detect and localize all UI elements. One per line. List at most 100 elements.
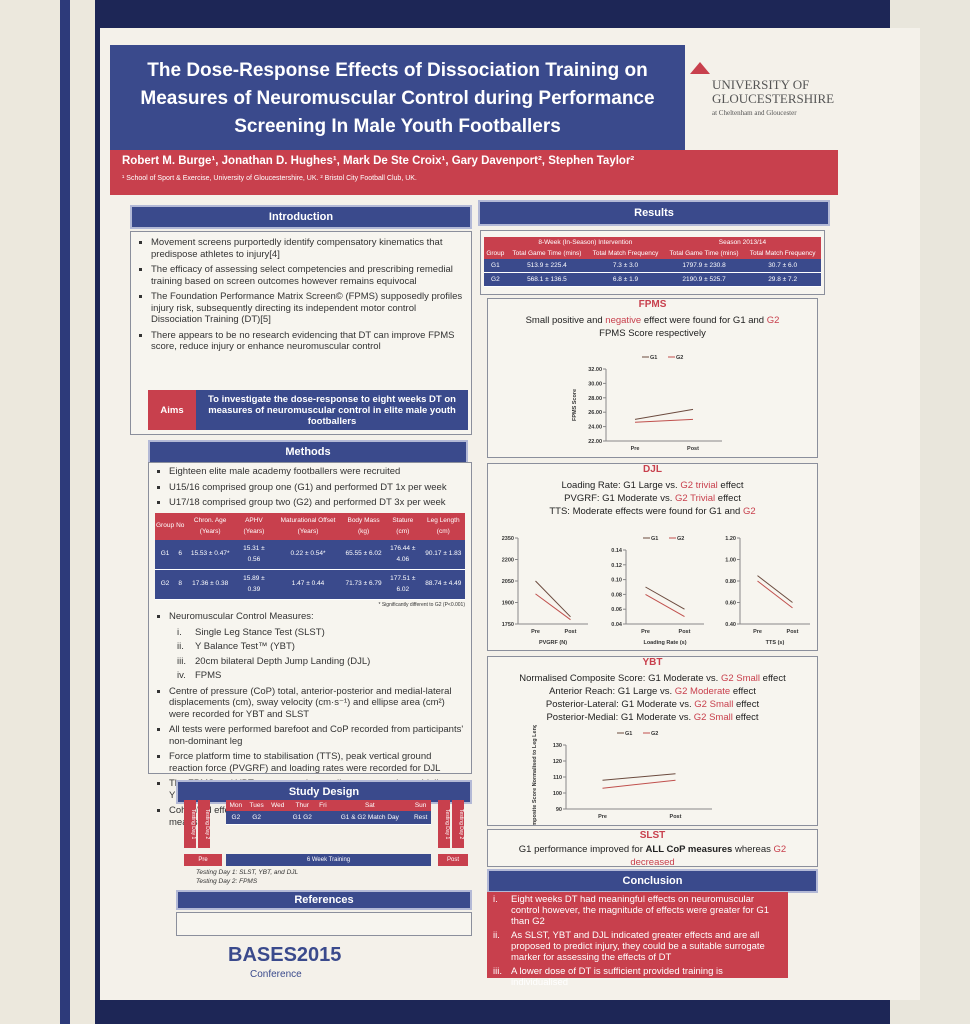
legend-label: G1	[625, 731, 632, 737]
table-cell: G2	[155, 569, 176, 600]
logo: UNIVERSITY OF GLOUCESTERSHIRE at Chelten…	[712, 78, 834, 120]
x-axis-label: PVGRF (N)	[539, 640, 567, 646]
table-grid: Group No Chron. Age (Years) APHV (Years) Mat…	[155, 512, 465, 600]
logo-line: UNIVERSITY OF	[712, 77, 810, 92]
series-line	[757, 580, 793, 609]
table-header: Fri	[316, 800, 330, 811]
text-segment: G2 Trivial	[675, 493, 716, 504]
panel-heading: DJL	[643, 464, 662, 475]
x-tick-label: Post	[787, 629, 799, 635]
text-segment: effect	[732, 712, 759, 723]
legend-label: G2	[677, 536, 684, 542]
aims-label: Aims	[148, 390, 196, 430]
bullet-list: Eighteen elite male academy footballers …	[155, 466, 465, 509]
x-tick-label: Pre	[531, 629, 540, 635]
legend-label: G2	[651, 731, 658, 737]
table-header: Group	[484, 248, 507, 259]
bullet: U15/16 comprised group one (G1) and perf…	[169, 482, 465, 494]
section-heading: Introduction	[130, 205, 472, 229]
y-tick-label: 0.08	[611, 592, 622, 598]
chart: 90 100 110 120 130 Pre Post YBT Composite Score…	[532, 725, 712, 825]
series-line	[645, 593, 685, 618]
table-header: Tues	[245, 800, 268, 811]
y-tick-label: 28.00	[588, 396, 602, 402]
item-text: Y Balance Test™ (YBT)	[195, 641, 295, 652]
table-cell: 15.31 ± 0.56	[234, 539, 273, 570]
bullet: All tests were performed barefoot and Co…	[169, 724, 465, 747]
text-segment: PVGRF: G1 Moderate vs.	[564, 493, 676, 504]
text-segment: effect were found for G1 and	[641, 315, 767, 326]
table-cell: 30.7 ± 6.0	[744, 259, 821, 273]
testing-day: Testing Day 2	[198, 800, 210, 848]
y-tick-label: 0.60	[725, 601, 736, 607]
table-cell: 65.55 ± 6.02	[343, 539, 384, 570]
table-cell: G2	[245, 811, 268, 825]
table-cell: 15.53 ± 0.47*	[185, 539, 235, 570]
item-number: ii.	[493, 930, 500, 941]
x-tick-label: Post	[565, 629, 577, 635]
section-heading: Methods	[148, 440, 468, 464]
references-box	[176, 912, 472, 936]
text-line: Anterior Reach: G1 Large vs. G2 Moderate…	[498, 685, 807, 698]
table-header: Chron. Age (Years)	[185, 512, 235, 540]
testing-day: Testing Day 1	[438, 800, 450, 848]
panel-heading: FPMS	[638, 299, 667, 310]
series-line	[535, 593, 571, 621]
bullet: Force platform time to stabilisation (TT…	[169, 751, 465, 774]
table-cell	[484, 237, 507, 248]
panel-text: G1 performance improved for ALL CoP meas…	[488, 841, 817, 871]
bullet: Eighteen elite male academy footballers …	[169, 466, 465, 478]
bullet: The Foundation Performance Matrix Screen…	[151, 291, 465, 326]
y-tick-label: 90	[556, 807, 562, 813]
item-text: Single Leg Stance Test (SLST)	[195, 626, 325, 638]
panel-text: Small positive and negative effect were …	[488, 310, 817, 344]
testing-day: Testing Day 2	[452, 800, 464, 848]
text-segment: G2 Small	[693, 712, 733, 723]
panel: FPMS Small positive and negative effect …	[487, 298, 818, 458]
table-header: Total Match Frequency	[744, 248, 821, 259]
numbered-item: ii. As SLST, YBT and DJL indicated greate…	[493, 930, 782, 963]
text-segment: effect	[733, 699, 760, 710]
bullet: There appears to be no research evidenci…	[151, 330, 465, 353]
section-heading: Results	[478, 200, 830, 226]
authors: Robert M. Burge¹, Jonathan D. Hughes¹, M…	[122, 155, 635, 167]
x-axis-label: Loading Rate (s)	[643, 640, 686, 646]
table-header: Total Match Frequency	[587, 248, 664, 259]
table-row: 8-Week (In-Season) Intervention Season 20…	[484, 237, 821, 248]
y-tick-label: 0.06	[611, 607, 622, 613]
bases-name: BASES2015	[228, 944, 342, 966]
table-cell: 29.8 ± 7.2	[744, 272, 821, 287]
y-tick-label: 110	[553, 775, 562, 781]
series-line	[634, 408, 694, 420]
legend-label: G1	[650, 355, 657, 361]
table: 8-Week (In-Season) Intervention Season 20…	[484, 237, 821, 287]
table-header: 8-Week (In-Season) Intervention	[506, 237, 664, 248]
table-row: G2 568.1 ± 136.5 6.8 ± 1.9 2190.9 ± 525.7 29…	[484, 272, 821, 287]
logo-line: GLOUCESTERSHIRE	[712, 91, 835, 106]
table-cell: 177.51 ± 6.02	[383, 569, 422, 600]
table-cell: 71.73 ± 6.79	[343, 569, 384, 600]
legend-label: G2	[676, 355, 683, 361]
text-segment: whereas	[732, 844, 774, 855]
table-header: Mon	[226, 800, 246, 811]
table-note: * Significantly different to G2 (P<0.001…	[378, 601, 465, 608]
bases-sub: Conference	[250, 969, 302, 980]
text-line: Loading Rate: G1 Large vs. G2 trivial ef…	[498, 479, 807, 492]
numbered-item: ii. Y Balance Test™ (YBT)	[177, 641, 465, 653]
table-row: G2 G2 G1 G2 G1 & G2 Match Day Rest	[226, 811, 431, 825]
training-label: 6 Week Training	[226, 854, 431, 866]
text-segment: effect	[715, 493, 741, 504]
y-tick-label: 0.40	[725, 622, 736, 628]
text-line: TTS: Moderate effects were found for G1 …	[498, 505, 807, 518]
y-tick-label: 1900	[502, 601, 514, 607]
chart: 22.00 24.00 26.00 28.00 30.00 32.00 Pre Post FPM…	[572, 355, 722, 452]
y-tick-label: 30.00	[588, 381, 602, 387]
testing-day: Testing Day 1	[184, 800, 196, 848]
table-header: Maturational Offset (Years)	[272, 512, 344, 540]
y-tick-label: 100	[553, 791, 562, 797]
text-segment: G2 Small	[720, 673, 761, 684]
x-tick-label: Pre	[631, 446, 640, 452]
section-heading: Conclusion	[487, 869, 818, 893]
bullet: Movement screens purportedly identify co…	[151, 237, 465, 260]
note: Testing Day 2: FPMS	[196, 878, 258, 885]
